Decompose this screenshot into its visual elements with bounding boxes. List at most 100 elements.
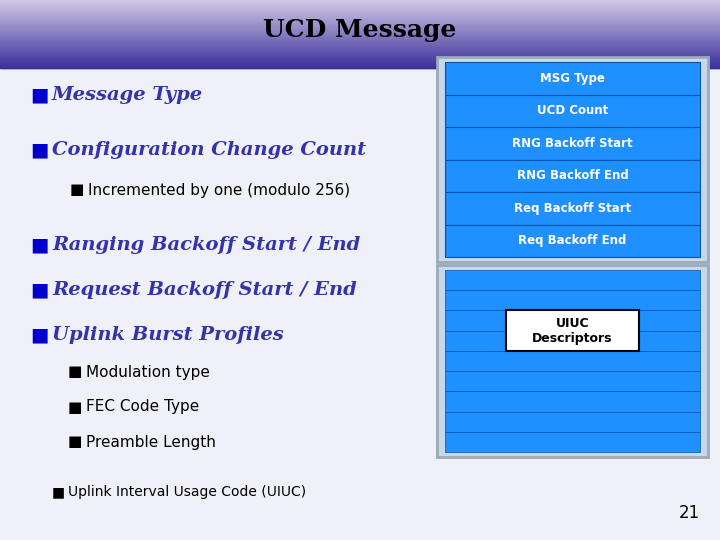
Text: Ranging Backoff Start / End: Ranging Backoff Start / End bbox=[52, 236, 360, 254]
Bar bbox=[0, 34, 720, 35]
Bar bbox=[0, 20, 720, 21]
Bar bbox=[0, 54, 720, 55]
Bar bbox=[0, 11, 720, 12]
Bar bbox=[0, 66, 720, 68]
Bar bbox=[0, 59, 720, 60]
Bar bbox=[0, 6, 720, 7]
Bar bbox=[0, 19, 720, 20]
Bar bbox=[0, 49, 720, 50]
Bar bbox=[0, 47, 720, 48]
Text: ■: ■ bbox=[30, 140, 48, 159]
Bar bbox=[0, 9, 720, 10]
Bar bbox=[0, 23, 720, 24]
Bar bbox=[0, 44, 720, 45]
Bar bbox=[0, 60, 720, 62]
Bar bbox=[0, 21, 720, 22]
Bar bbox=[0, 29, 720, 30]
Bar bbox=[0, 47, 720, 48]
Bar bbox=[445, 432, 700, 452]
Bar bbox=[0, 12, 720, 14]
Text: Incremented by one (modulo 256): Incremented by one (modulo 256) bbox=[88, 183, 350, 198]
Bar bbox=[0, 50, 720, 51]
Bar bbox=[0, 55, 720, 56]
Bar bbox=[0, 8, 720, 9]
Bar bbox=[0, 32, 720, 33]
Bar bbox=[506, 310, 639, 351]
Bar bbox=[0, 11, 720, 12]
Bar bbox=[0, 40, 720, 42]
Bar bbox=[0, 27, 720, 28]
Bar bbox=[0, 32, 720, 33]
Text: Req Backoff End: Req Backoff End bbox=[518, 234, 626, 247]
Bar bbox=[0, 57, 720, 58]
Bar bbox=[0, 25, 720, 26]
Bar bbox=[0, 30, 720, 31]
Bar bbox=[0, 17, 720, 18]
Bar bbox=[0, 42, 720, 43]
Bar bbox=[0, 19, 720, 21]
Bar bbox=[0, 60, 720, 61]
Bar bbox=[0, 53, 720, 55]
Text: RNG Backoff End: RNG Backoff End bbox=[517, 169, 629, 183]
Bar bbox=[0, 13, 720, 14]
Bar bbox=[0, 1, 720, 2]
Text: MSG Type: MSG Type bbox=[540, 72, 605, 85]
Bar bbox=[0, 35, 720, 36]
Text: ■: ■ bbox=[68, 364, 82, 380]
Bar bbox=[0, 1, 720, 2]
Bar bbox=[0, 51, 720, 52]
Text: ■: ■ bbox=[52, 485, 65, 499]
Text: Request Backoff Start / End: Request Backoff Start / End bbox=[52, 281, 356, 299]
Bar bbox=[0, 28, 720, 29]
Bar bbox=[0, 65, 720, 66]
Bar bbox=[445, 225, 700, 257]
Bar bbox=[0, 39, 720, 40]
Bar bbox=[0, 51, 720, 52]
Bar bbox=[0, 62, 720, 63]
Bar bbox=[0, 42, 720, 43]
Bar bbox=[0, 52, 720, 53]
Bar bbox=[0, 10, 720, 11]
Bar bbox=[0, 16, 720, 17]
Bar bbox=[0, 56, 720, 57]
Bar bbox=[0, 19, 720, 20]
Bar bbox=[0, 31, 720, 32]
Bar bbox=[0, 64, 720, 65]
Bar bbox=[0, 15, 720, 16]
Bar bbox=[0, 9, 720, 10]
Text: UIUC
Descriptors: UIUC Descriptors bbox=[532, 316, 613, 345]
Bar bbox=[0, 30, 720, 31]
Bar bbox=[0, 42, 720, 43]
Bar bbox=[0, 41, 720, 42]
Bar bbox=[0, 56, 720, 57]
Bar bbox=[0, 5, 720, 6]
Bar bbox=[0, 31, 720, 32]
Bar bbox=[445, 127, 700, 159]
Bar bbox=[0, 5, 720, 6]
Bar bbox=[0, 33, 720, 34]
Bar bbox=[0, 48, 720, 49]
Bar bbox=[0, 26, 720, 27]
Bar bbox=[0, 46, 720, 48]
Bar bbox=[0, 6, 720, 8]
Bar bbox=[0, 51, 720, 52]
Bar bbox=[445, 392, 700, 411]
Bar bbox=[0, 52, 720, 53]
Bar bbox=[0, 46, 720, 47]
Bar bbox=[0, 3, 720, 4]
Text: ■: ■ bbox=[30, 280, 48, 300]
Bar bbox=[0, 58, 720, 59]
Bar bbox=[0, 60, 720, 61]
Text: ■: ■ bbox=[30, 326, 48, 345]
Bar bbox=[0, 29, 720, 30]
Bar bbox=[0, 57, 720, 58]
Bar bbox=[0, 53, 720, 54]
Bar bbox=[0, 38, 720, 39]
Bar bbox=[0, 67, 720, 68]
Bar bbox=[0, 37, 720, 38]
Bar bbox=[0, 22, 720, 23]
Bar bbox=[0, 35, 720, 36]
Bar bbox=[0, 43, 720, 44]
Bar bbox=[0, 6, 720, 7]
Bar bbox=[0, 65, 720, 66]
